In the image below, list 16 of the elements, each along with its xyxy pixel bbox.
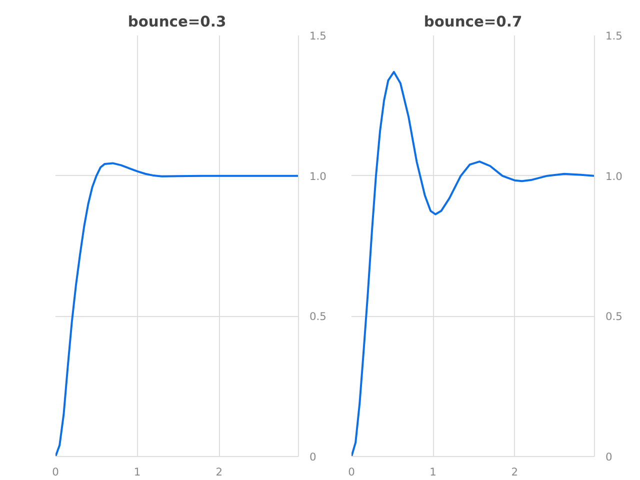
x-tick-label: 0: [52, 466, 60, 478]
y-tick-label: 1.5: [310, 30, 326, 42]
y-tick-label: 0: [606, 450, 612, 464]
x-tick-label: 0: [348, 466, 356, 478]
y-tick-label: 1.0: [310, 170, 327, 183]
y-tick-label: 0: [310, 450, 316, 464]
x-tick-label: 1: [134, 466, 141, 478]
x-tick-label: 2: [511, 466, 518, 478]
chart-title: bounce=0.7: [424, 14, 522, 30]
chart-title: bounce=0.3: [128, 14, 226, 30]
y-tick-label: 1.5: [606, 30, 622, 42]
y-tick-label: 1.0: [606, 170, 623, 183]
x-tick-label: 1: [430, 466, 436, 478]
x-tick-label: 2: [216, 466, 223, 478]
y-tick-label: 0.5: [310, 310, 326, 324]
y-tick-label: 0.5: [606, 310, 622, 324]
